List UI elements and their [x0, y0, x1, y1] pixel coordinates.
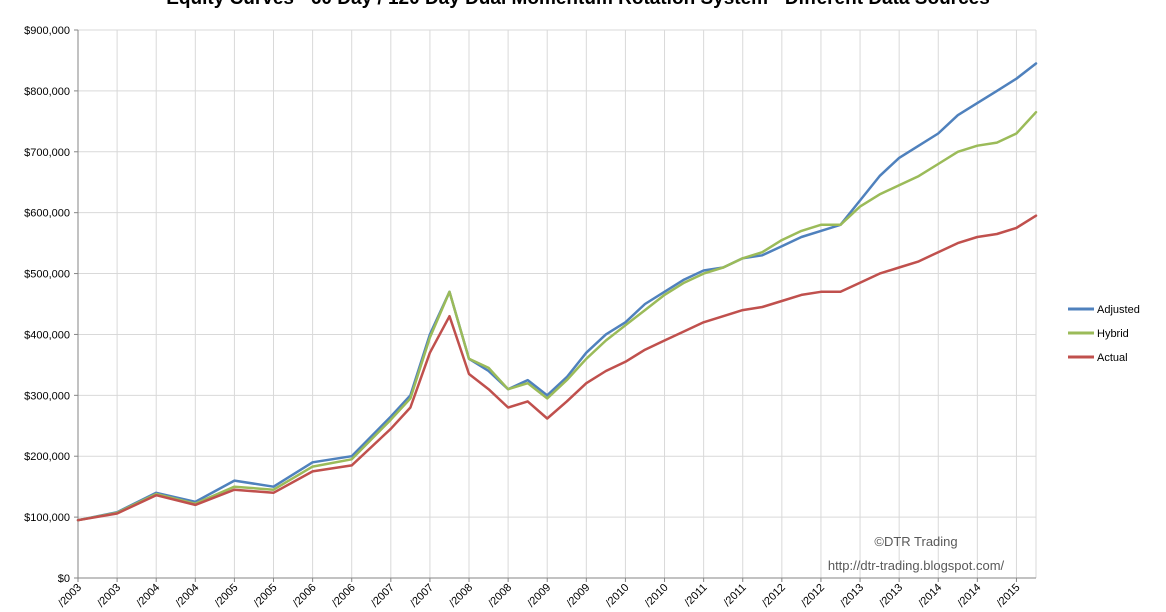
x-tick-label: /2009: [525, 582, 553, 610]
y-tick-label: $600,000: [24, 208, 70, 220]
y-tick-label: $700,000: [24, 147, 70, 159]
x-tick-label: /2013: [838, 582, 866, 610]
x-tick-label: /2006: [291, 582, 319, 610]
y-tick-label: $200,000: [24, 451, 70, 463]
y-tick-label: $500,000: [24, 269, 70, 281]
x-tick-label: /2012: [760, 582, 788, 610]
chart-title: Equity Curves - 60 Day / 120 Day Dual Mo…: [78, 0, 1078, 10]
x-tick-label: /2005: [213, 582, 241, 610]
legend-label-adjusted: Adjusted: [1097, 304, 1140, 316]
x-tick-label: /2010: [604, 582, 632, 610]
x-tick-label: /2003: [95, 582, 123, 610]
y-tick-label: $100,000: [24, 512, 70, 524]
x-tick-label: /2013: [877, 582, 905, 610]
x-tick-label: /2010: [643, 582, 671, 610]
x-tick-label: /2006: [330, 582, 358, 610]
x-axis-ticks: /2003/2003/2004/2004/2005/2005/2006/2006…: [56, 582, 1022, 610]
x-tick-label: /2005: [252, 582, 280, 610]
series-line-hybrid: [76, 110, 1038, 522]
x-tick-label: /2015: [995, 582, 1023, 610]
x-tick-label: /2003: [56, 582, 84, 610]
x-tick-label: /2014: [916, 582, 944, 610]
legend-label-hybrid: Hybrid: [1097, 328, 1129, 340]
x-tick-label: /2004: [134, 582, 162, 610]
blog-url-annotation: http://dtr-trading.blogspot.com/: [828, 558, 1005, 573]
series-lines: [76, 62, 1038, 522]
y-tick-label: $300,000: [24, 390, 70, 402]
x-tick-label: /2008: [486, 582, 514, 610]
legend: Adjusted Hybrid Actual: [1068, 304, 1140, 364]
y-tick-label: $800,000: [24, 86, 70, 98]
x-tick-label: /2008: [447, 582, 475, 610]
copyright-annotation: ©DTR Trading: [874, 534, 957, 549]
x-tick-label: /2007: [408, 582, 436, 610]
axes: [74, 29, 1036, 582]
x-tick-label: /2011: [682, 582, 709, 609]
legend-label-actual: Actual: [1097, 352, 1128, 364]
y-axis-ticks: $0 $100,000 $200,000 $300,000 $400,000 $500,0…: [24, 25, 70, 585]
x-tick-label: /2009: [564, 582, 592, 610]
x-tick-label: /2004: [173, 582, 201, 610]
x-tick-label: /2007: [369, 582, 397, 610]
x-tick-label: /2012: [799, 582, 827, 610]
y-tick-label: $400,000: [24, 329, 70, 341]
series-line-adjusted: [76, 62, 1038, 522]
series-line-actual: [76, 214, 1038, 522]
x-tick-label: /2011: [721, 582, 748, 609]
y-tick-label: $900,000: [24, 25, 70, 37]
y-tick-label: $0: [58, 573, 70, 585]
x-tick-label: /2014: [956, 582, 984, 610]
